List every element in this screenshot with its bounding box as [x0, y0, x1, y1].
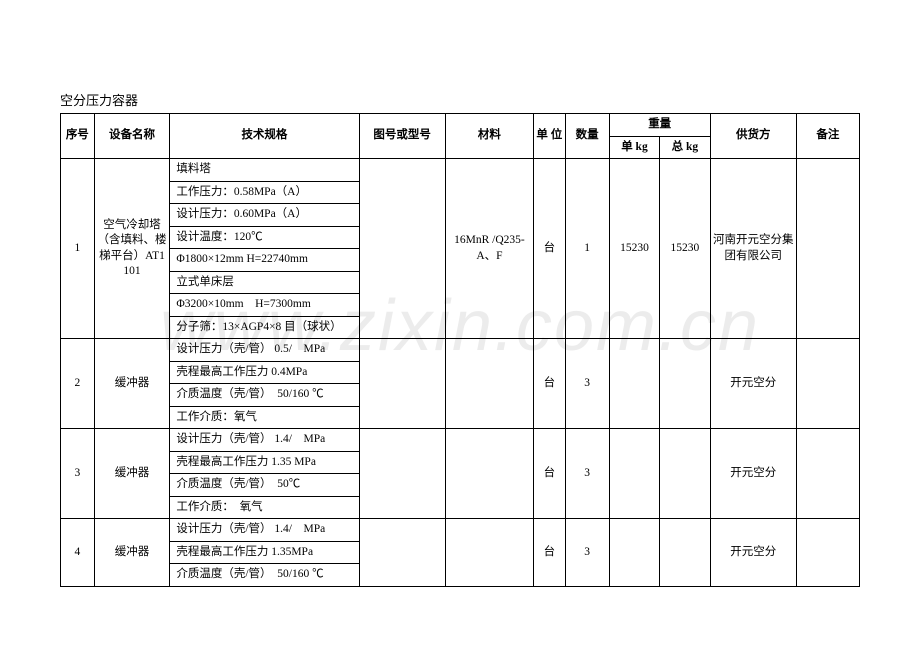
cell-weight-unit: 15230 — [609, 159, 659, 339]
cell-unit: 台 — [534, 519, 566, 587]
cell-qty: 3 — [565, 339, 609, 429]
table-row: 4缓冲器设计压力（壳/管） 1.4/ MPa台3开元空分 — [61, 519, 860, 542]
cell-spec: 设计压力（壳/管） 1.4/ MPa — [170, 519, 359, 542]
cell-material — [445, 519, 533, 587]
header-material: 材料 — [445, 114, 533, 159]
cell-weight-unit — [609, 339, 659, 429]
header-weight: 重量 — [609, 114, 710, 137]
table-row: 1空气冷却塔（含填料、楼梯平台）AT1101填料塔16MnR /Q235-A、F… — [61, 159, 860, 182]
cell-name: 空气冷却塔（含填料、楼梯平台）AT1101 — [94, 159, 170, 339]
cell-spec: 填料塔 — [170, 159, 359, 182]
cell-material — [445, 339, 533, 429]
cell-weight-unit — [609, 429, 659, 519]
header-weight-unit: 单 kg — [609, 136, 659, 159]
equipment-table: 序号 设备名称 技术规格 图号或型号 材料 单 位 数量 重量 供货方 备注 单… — [60, 113, 860, 587]
cell-spec: 工作介质： 氧气 — [170, 496, 359, 519]
cell-spec: 介质温度（壳/管） 50℃ — [170, 474, 359, 497]
cell-spec: 设计温度：120℃ — [170, 226, 359, 249]
cell-spec: 设计压力：0.60MPa（A） — [170, 204, 359, 227]
cell-material — [445, 429, 533, 519]
header-qty: 数量 — [565, 114, 609, 159]
header-model: 图号或型号 — [359, 114, 445, 159]
cell-spec: 立式单床层 — [170, 271, 359, 294]
cell-spec: 壳程最高工作压力 0.4MPa — [170, 361, 359, 384]
header-seq: 序号 — [61, 114, 95, 159]
header-weight-total: 总 kg — [660, 136, 710, 159]
cell-seq: 2 — [61, 339, 95, 429]
cell-remark — [796, 429, 859, 519]
cell-qty: 3 — [565, 519, 609, 587]
cell-weight-total — [660, 519, 710, 587]
cell-supplier: 河南开元空分集团有限公司 — [710, 159, 796, 339]
cell-spec: 壳程最高工作压力 1.35MPa — [170, 541, 359, 564]
cell-supplier: 开元空分 — [710, 339, 796, 429]
cell-remark — [796, 159, 859, 339]
table-row: 2缓冲器设计压力（壳/管） 0.5/ MPa台3开元空分 — [61, 339, 860, 362]
cell-seq: 3 — [61, 429, 95, 519]
cell-spec: 工作压力：0.58MPa（A） — [170, 181, 359, 204]
cell-material: 16MnR /Q235-A、F — [445, 159, 533, 339]
cell-model — [359, 429, 445, 519]
header-name: 设备名称 — [94, 114, 170, 159]
table-row: 3缓冲器设计压力（壳/管） 1.4/ MPa台3开元空分 — [61, 429, 860, 452]
header-supplier: 供货方 — [710, 114, 796, 159]
cell-unit: 台 — [534, 159, 566, 339]
cell-weight-total — [660, 429, 710, 519]
cell-spec: 设计压力（壳/管） 0.5/ MPa — [170, 339, 359, 362]
cell-spec: 分子筛：13×AGP4×8 目（球状） — [170, 316, 359, 339]
cell-supplier: 开元空分 — [710, 429, 796, 519]
cell-spec: 介质温度（壳/管） 50/160 ℃ — [170, 384, 359, 407]
cell-qty: 3 — [565, 429, 609, 519]
cell-model — [359, 159, 445, 339]
cell-remark — [796, 519, 859, 587]
cell-name: 缓冲器 — [94, 519, 170, 587]
cell-name: 缓冲器 — [94, 339, 170, 429]
cell-model — [359, 339, 445, 429]
cell-remark — [796, 339, 859, 429]
cell-weight-total — [660, 339, 710, 429]
cell-spec: Φ1800×12mm H=22740mm — [170, 249, 359, 272]
table-header: 序号 设备名称 技术规格 图号或型号 材料 单 位 数量 重量 供货方 备注 单… — [61, 114, 860, 159]
table-body: 1空气冷却塔（含填料、楼梯平台）AT1101填料塔16MnR /Q235-A、F… — [61, 159, 860, 587]
cell-weight-unit — [609, 519, 659, 587]
cell-weight-total: 15230 — [660, 159, 710, 339]
cell-name: 缓冲器 — [94, 429, 170, 519]
header-spec: 技术规格 — [170, 114, 359, 159]
cell-supplier: 开元空分 — [710, 519, 796, 587]
cell-seq: 1 — [61, 159, 95, 339]
cell-seq: 4 — [61, 519, 95, 587]
table-title: 空分压力容器 — [60, 90, 860, 109]
cell-spec: 介质温度（壳/管） 50/160 ℃ — [170, 564, 359, 587]
header-remark: 备注 — [796, 114, 859, 159]
cell-unit: 台 — [534, 339, 566, 429]
cell-model — [359, 519, 445, 587]
cell-unit: 台 — [534, 429, 566, 519]
cell-spec: 工作介质：氧气 — [170, 406, 359, 429]
header-unit: 单 位 — [534, 114, 566, 159]
document-page: 空分压力容器 序号 设备名称 技术规格 图号或型号 材料 单 位 数量 重量 供… — [0, 0, 920, 587]
cell-spec: Φ3200×10mm H=7300mm — [170, 294, 359, 317]
cell-spec: 设计压力（壳/管） 1.4/ MPa — [170, 429, 359, 452]
cell-spec: 壳程最高工作压力 1.35 MPa — [170, 451, 359, 474]
cell-qty: 1 — [565, 159, 609, 339]
